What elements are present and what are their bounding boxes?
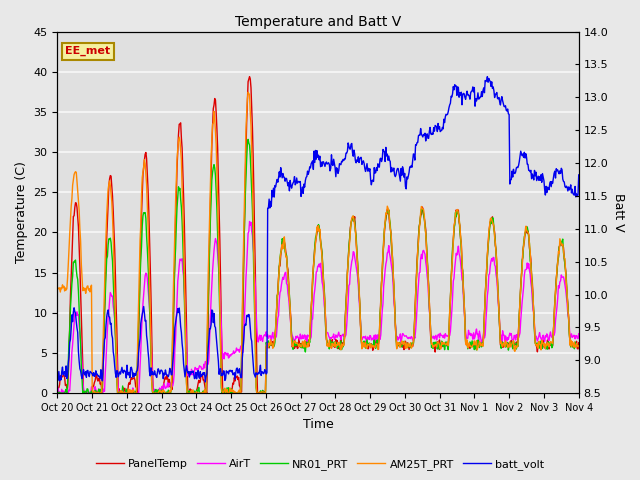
NR01_PRT — [117, 390, 125, 396]
NR01_PRT — [244, 136, 252, 142]
NR01_PRT — [398, 344, 406, 349]
AM25T_PRT — [54, 285, 61, 291]
Line: PanelTemp: PanelTemp — [58, 77, 579, 393]
NR01_PRT — [170, 281, 178, 287]
batt_volt — [116, 371, 124, 377]
NR01_PRT — [64, 381, 72, 387]
AM25T_PRT — [92, 390, 99, 396]
batt_volt — [202, 379, 209, 385]
Line: batt_volt: batt_volt — [58, 77, 579, 382]
AM25T_PRT — [198, 390, 205, 396]
X-axis label: Time: Time — [303, 419, 333, 432]
NR01_PRT — [198, 390, 205, 396]
AM25T_PRT — [383, 211, 390, 217]
Y-axis label: Temperature (C): Temperature (C) — [15, 161, 28, 263]
batt_volt — [170, 351, 177, 357]
Title: Temperature and Batt V: Temperature and Batt V — [235, 15, 401, 29]
Text: EE_met: EE_met — [65, 46, 110, 56]
NR01_PRT — [54, 390, 61, 396]
AirT — [246, 218, 253, 224]
NR01_PRT — [575, 343, 582, 349]
batt_volt — [484, 74, 492, 80]
AM25T_PRT — [170, 257, 178, 263]
AM25T_PRT — [398, 338, 406, 344]
Line: AirT: AirT — [58, 221, 579, 393]
NR01_PRT — [383, 209, 390, 215]
PanelTemp — [197, 372, 205, 377]
AirT — [54, 390, 61, 396]
AirT — [116, 390, 124, 396]
AirT — [170, 380, 177, 385]
Line: NR01_PRT: NR01_PRT — [58, 139, 579, 393]
batt_volt — [54, 375, 61, 381]
batt_volt — [397, 166, 405, 171]
Y-axis label: Batt V: Batt V — [612, 193, 625, 232]
AM25T_PRT — [117, 390, 125, 396]
batt_volt — [575, 172, 582, 178]
batt_volt — [197, 374, 205, 380]
AirT — [63, 390, 70, 396]
AM25T_PRT — [244, 89, 252, 95]
PanelTemp — [63, 385, 70, 391]
Legend: PanelTemp, AirT, NR01_PRT, AM25T_PRT, batt_volt: PanelTemp, AirT, NR01_PRT, AM25T_PRT, ba… — [92, 455, 548, 474]
AM25T_PRT — [63, 286, 70, 292]
AirT — [575, 331, 582, 336]
AirT — [197, 364, 205, 370]
PanelTemp — [116, 388, 124, 394]
PanelTemp — [246, 74, 253, 80]
batt_volt — [63, 376, 70, 382]
NR01_PRT — [55, 390, 63, 396]
PanelTemp — [575, 340, 582, 346]
Line: AM25T_PRT: AM25T_PRT — [58, 92, 579, 393]
PanelTemp — [170, 323, 177, 328]
AirT — [382, 261, 390, 267]
PanelTemp — [54, 390, 61, 396]
PanelTemp — [397, 343, 405, 349]
AirT — [397, 339, 405, 345]
PanelTemp — [382, 216, 390, 222]
batt_volt — [382, 144, 390, 150]
AM25T_PRT — [575, 343, 582, 349]
